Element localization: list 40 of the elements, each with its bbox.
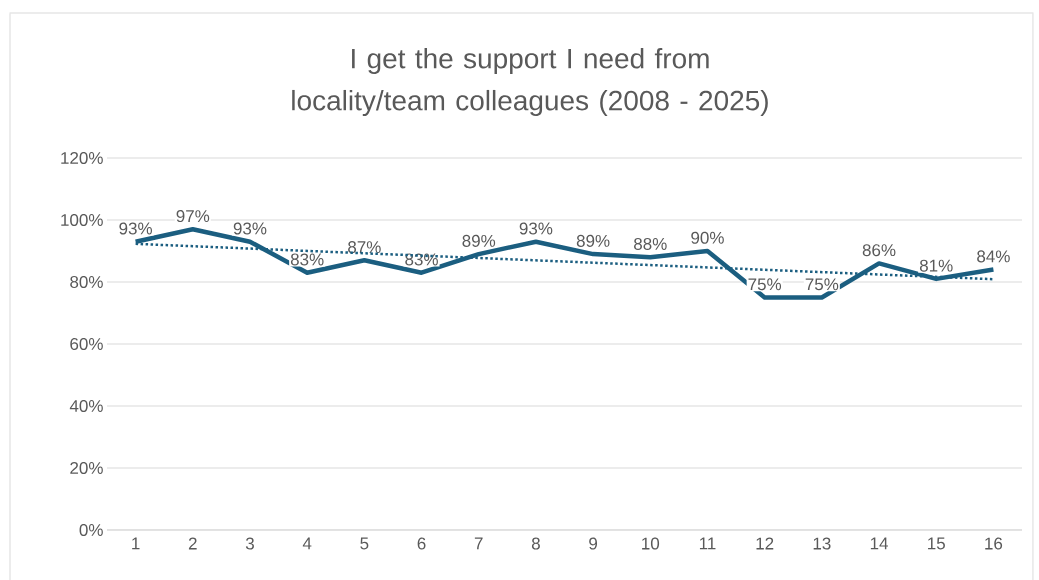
x-tick-label: 5: [360, 537, 369, 550]
data-label: 93%: [119, 222, 152, 235]
data-label: 83%: [290, 253, 324, 266]
data-label: 93%: [519, 222, 553, 235]
x-tick-label: 13: [813, 537, 831, 550]
data-label: 89%: [462, 234, 496, 247]
x-tick-label: 11: [699, 537, 716, 550]
data-label: 87%: [348, 241, 381, 254]
data-label: 86%: [862, 244, 896, 257]
data-label: 88%: [634, 237, 667, 250]
y-tick-label: 0%: [79, 523, 103, 537]
y-tick-label: 60%: [70, 337, 103, 351]
y-tick-label: 100%: [61, 213, 103, 227]
data-label: 75%: [805, 278, 839, 291]
chart-title: I get the support I need from locality/team colleagues (2008 - 2025): [292, 47, 768, 117]
x-tick-label: 7: [474, 537, 483, 550]
x-tick-label: 2: [188, 537, 197, 550]
x-tick-label: 6: [417, 537, 426, 550]
x-tick-label: 8: [531, 537, 540, 550]
data-label: 83%: [405, 253, 438, 266]
data-label: 75%: [748, 278, 782, 291]
x-tick-label: 4: [302, 537, 312, 550]
y-tick-label: 80%: [70, 275, 103, 289]
x-tick-label: 12: [756, 537, 774, 550]
data-label: 93%: [233, 222, 267, 235]
data-label: 81%: [919, 259, 953, 272]
y-tick-label: 20%: [70, 461, 103, 475]
x-tick-label: 3: [245, 537, 254, 550]
x-tick-label: 1: [132, 537, 140, 550]
x-tick-label: 15: [928, 537, 945, 550]
x-tick-label: 16: [985, 537, 1003, 550]
y-tick-label: 120%: [61, 151, 103, 165]
y-tick-label: 40%: [69, 399, 103, 413]
data-label: 84%: [977, 250, 1010, 263]
data-label: 90%: [691, 231, 724, 244]
data-label: 89%: [576, 234, 610, 247]
x-tick-label: 9: [589, 537, 598, 550]
data-label: 97%: [176, 210, 210, 223]
x-tick-label: 14: [870, 537, 888, 550]
x-tick-label: 10: [642, 537, 660, 550]
